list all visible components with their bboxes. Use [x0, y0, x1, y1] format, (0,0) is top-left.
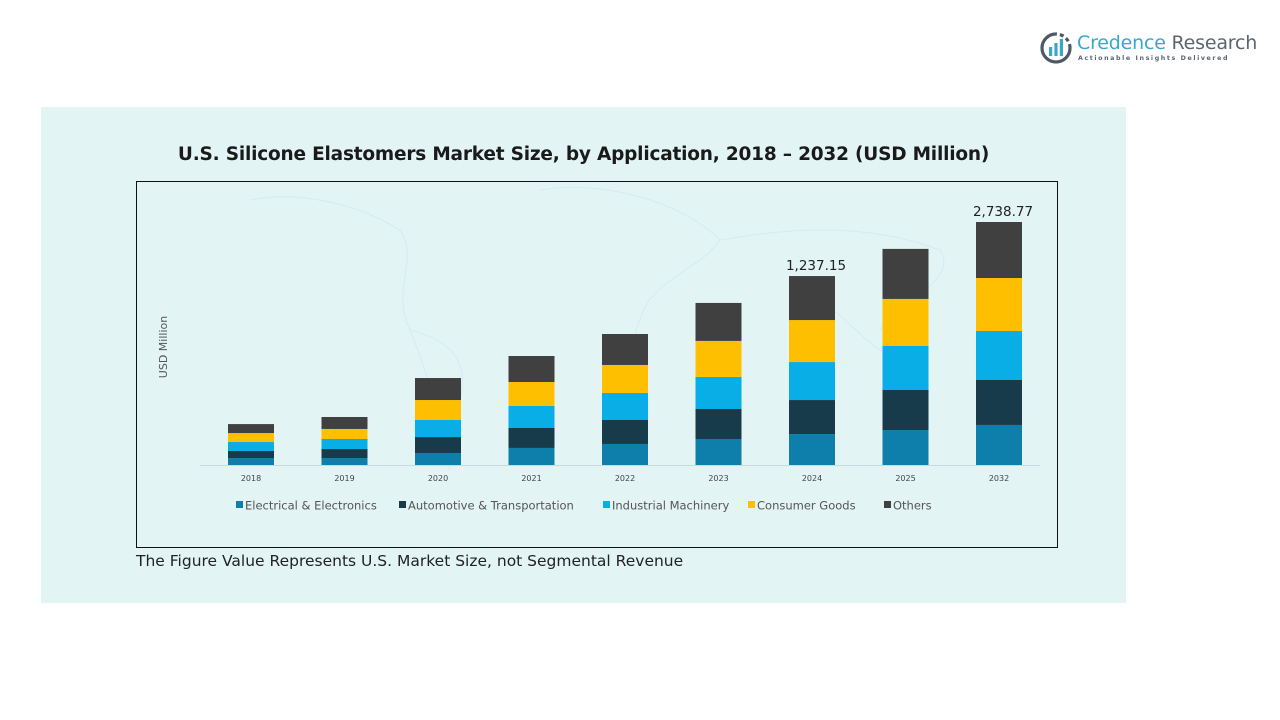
bar-chart-logo-icon [1040, 32, 1072, 64]
legend-label: Industrial Machinery [612, 499, 729, 513]
x-tick-label: 2023 [708, 474, 728, 483]
bar-segment-2032-industrial-machinery [976, 330, 1022, 380]
legend-swatch [884, 501, 891, 508]
total-value-label: 2,738.77 [973, 204, 1033, 220]
x-tick-label: 2020 [428, 474, 448, 483]
bar-segment-2018-electrical-electronics [228, 457, 274, 465]
bar-segment-2023-automotive-transportation [695, 408, 742, 439]
legend-label: Automotive & Transportation [408, 499, 574, 513]
bar-segment-2020-others [415, 378, 461, 401]
bar-segment-2018-automotive-transportation [228, 450, 274, 458]
bar-segment-2025-industrial-machinery [882, 345, 929, 391]
total-labels: 1,237.15 2,738.77 [786, 204, 1033, 274]
bar-segment-2020-electrical-electronics [415, 453, 461, 465]
bar-segment-2019-industrial-machinery [321, 438, 368, 450]
legend-swatch [399, 501, 406, 508]
x-tick-label: 2018 [241, 474, 261, 483]
legend-item: Electrical & Electronics [236, 499, 377, 513]
bar-segment-2024-others [789, 276, 835, 321]
brand-name-primary: Credence [1077, 32, 1166, 54]
bar-segment-2021-automotive-transportation [508, 427, 555, 448]
chart-frame [136, 181, 1058, 548]
bar-segment-2024-automotive-transportation [789, 400, 835, 435]
bar-segment-2023-electrical-electronics [695, 438, 742, 465]
bar-segment-2024-consumer-goods [789, 320, 835, 363]
legend: Electrical & Electronics Automotive & Tra… [236, 499, 932, 513]
bar-segment-2021-consumer-goods [508, 382, 555, 406]
x-tick-labels: 2018 2019 2020 2021 2022 2023 2024 2025 2032 [241, 474, 1009, 483]
bar-segment-2032-others [976, 222, 1022, 279]
bar-segment-2023-consumer-goods [695, 340, 742, 377]
bar-segment-2018-industrial-machinery [228, 442, 274, 451]
bar-segment-2024-electrical-electronics [789, 434, 835, 465]
bar-segment-2032-automotive-transportation [976, 379, 1022, 425]
bar-segment-2023-others [695, 302, 742, 341]
bar-segment-2018-others [228, 424, 274, 434]
bar-segment-2022-consumer-goods [602, 364, 648, 394]
bar-segment-2025-electrical-electronics [882, 430, 929, 465]
brand-logo: Credence Research Actionable Insights De… [1040, 30, 1257, 70]
bar-segment-2025-consumer-goods [882, 298, 929, 346]
legend-label: Others [893, 499, 932, 513]
bar-segment-2021-others [508, 356, 555, 383]
bar-segment-2021-industrial-machinery [508, 405, 555, 428]
legend-item: Consumer Goods [748, 499, 856, 513]
x-tick-label: 2021 [521, 474, 541, 483]
legend-item: Industrial Machinery [603, 499, 729, 513]
y-axis-label: USD Million [157, 316, 170, 378]
bar-segment-2019-electrical-electronics [321, 457, 368, 465]
brand-tagline: Actionable Insights Delivered [1078, 55, 1230, 62]
brand-name-secondary: Research [1165, 32, 1258, 54]
x-tick-label: 2022 [615, 474, 635, 483]
x-tick-label: 2019 [334, 474, 354, 483]
bar-segment-2023-industrial-machinery [695, 376, 742, 409]
bar-segment-2025-others [882, 248, 929, 299]
bar-segment-2032-electrical-electronics [976, 424, 1022, 465]
legend-label: Consumer Goods [757, 499, 856, 513]
bar-segment-2020-consumer-goods [415, 400, 461, 421]
x-tick-label: 2024 [802, 474, 822, 483]
legend-label: Electrical & Electronics [245, 499, 377, 513]
bar-segment-2022-others [602, 334, 648, 365]
total-value-label: 1,237.15 [786, 258, 846, 274]
legend-item: Automotive & Transportation [399, 499, 574, 513]
brand-name: Credence Research [1077, 32, 1257, 54]
bar-segment-2022-electrical-electronics [602, 443, 648, 465]
bar-segment-2024-industrial-machinery [789, 362, 835, 401]
legend-swatch [236, 501, 243, 508]
bars-group [228, 222, 1022, 465]
footnote: The Figure Value Represents U.S. Market … [136, 552, 684, 570]
legend-swatch [603, 501, 610, 508]
x-tick-label: 2032 [989, 474, 1009, 483]
legend-swatch [748, 501, 755, 508]
legend-item: Others [884, 499, 932, 513]
chart-title: U.S. Silicone Elastomers Market Size, by… [177, 144, 990, 165]
bar-segment-2020-automotive-transportation [415, 437, 461, 454]
bar-segment-2022-industrial-machinery [602, 393, 648, 421]
x-tick-label: 2025 [895, 474, 915, 483]
bar-segment-2025-automotive-transportation [882, 390, 929, 431]
bar-segment-2018-consumer-goods [228, 433, 274, 443]
bar-segment-2019-automotive-transportation [321, 449, 368, 458]
bar-segment-2019-consumer-goods [321, 428, 368, 439]
bar-segment-2020-industrial-machinery [415, 420, 461, 438]
bar-segment-2022-automotive-transportation [602, 420, 648, 444]
chart-panel [41, 107, 1126, 603]
bar-segment-2021-electrical-electronics [508, 447, 555, 465]
bar-segment-2019-others [321, 416, 368, 429]
bar-segment-2032-consumer-goods [976, 278, 1022, 331]
